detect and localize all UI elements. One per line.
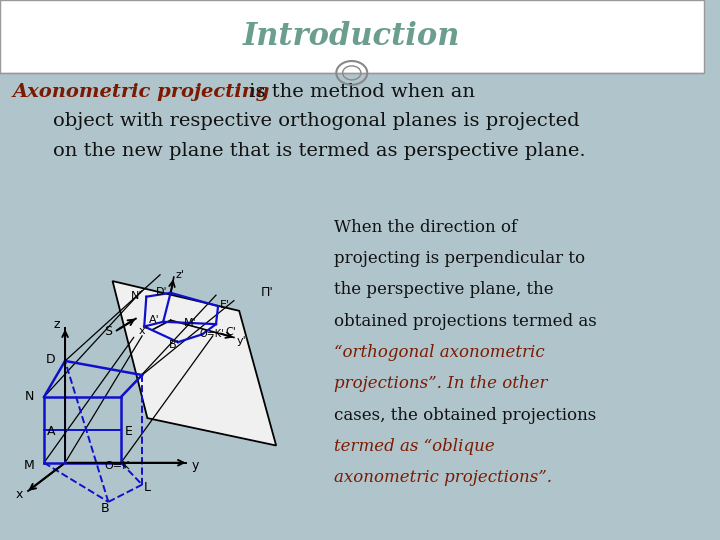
Text: obtained projections termed as: obtained projections termed as: [334, 313, 597, 329]
Text: L: L: [144, 481, 151, 494]
Text: B: B: [101, 502, 109, 515]
Text: axonometric projections”.: axonometric projections”.: [334, 469, 552, 486]
Text: Axonometric projecting: Axonometric projecting: [13, 83, 270, 100]
Text: D': D': [156, 287, 168, 297]
Text: “orthogonal axonometric: “orthogonal axonometric: [334, 344, 545, 361]
Text: cases, the obtained projections: cases, the obtained projections: [334, 407, 596, 423]
Text: C': C': [225, 327, 236, 337]
Text: M': M': [184, 318, 197, 328]
Text: Introduction: Introduction: [243, 21, 461, 52]
Text: A: A: [47, 425, 55, 438]
Text: y: y: [192, 460, 199, 472]
Text: x: x: [16, 488, 23, 501]
Text: When the direction of: When the direction of: [334, 219, 517, 235]
Text: termed as “oblique: termed as “oblique: [334, 438, 495, 455]
Text: O=K: O=K: [104, 461, 130, 471]
Text: z: z: [53, 318, 60, 330]
Text: z': z': [176, 270, 185, 280]
Text: x': x': [139, 326, 148, 336]
Text: A': A': [149, 315, 160, 325]
Text: M: M: [24, 458, 35, 471]
Text: projections”. In the other: projections”. In the other: [334, 375, 548, 392]
Text: O=K': O=K': [199, 328, 224, 339]
Text: is the method when an: is the method when an: [243, 83, 474, 100]
Text: N: N: [25, 390, 35, 403]
Text: the perspective plane, the: the perspective plane, the: [334, 281, 554, 298]
Text: D: D: [46, 353, 55, 366]
Text: E': E': [220, 300, 230, 309]
FancyBboxPatch shape: [0, 0, 703, 73]
Text: y': y': [237, 335, 247, 346]
Text: B': B': [168, 340, 179, 350]
Text: E: E: [125, 425, 133, 438]
Text: on the new plane that is termed as perspective plane.: on the new plane that is termed as persp…: [53, 142, 585, 160]
Text: П': П': [261, 286, 273, 299]
Text: N': N': [130, 291, 142, 301]
Text: projecting is perpendicular to: projecting is perpendicular to: [334, 250, 585, 267]
Polygon shape: [112, 281, 276, 446]
Text: S: S: [104, 326, 112, 339]
Text: object with respective orthogonal planes is projected: object with respective orthogonal planes…: [53, 112, 580, 130]
